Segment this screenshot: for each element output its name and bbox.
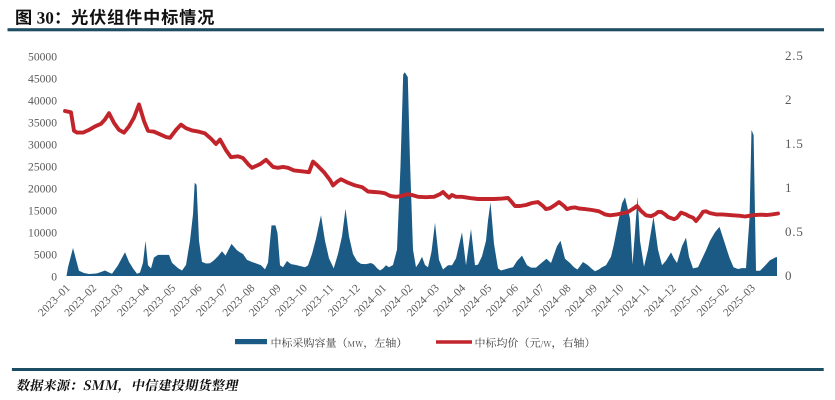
- svg-text:0.5: 0.5: [785, 224, 804, 239]
- svg-text:45000: 45000: [28, 72, 57, 85]
- svg-text:35000: 35000: [28, 116, 57, 129]
- svg-text:1: 1: [785, 180, 792, 195]
- svg-text:10000: 10000: [28, 226, 57, 239]
- svg-text:1.5: 1.5: [785, 136, 804, 151]
- svg-text:2: 2: [785, 92, 792, 107]
- svg-text:15000: 15000: [28, 204, 57, 217]
- svg-text:0: 0: [51, 270, 57, 283]
- svg-text:30000: 30000: [28, 138, 57, 151]
- svg-text:0: 0: [785, 268, 792, 283]
- svg-text:25000: 25000: [28, 160, 57, 173]
- svg-text:50000: 50000: [28, 50, 57, 63]
- svg-text:5000: 5000: [34, 248, 57, 261]
- svg-text:2.5: 2.5: [785, 48, 804, 63]
- svg-text:40000: 40000: [28, 94, 57, 107]
- svg-text:20000: 20000: [28, 182, 57, 195]
